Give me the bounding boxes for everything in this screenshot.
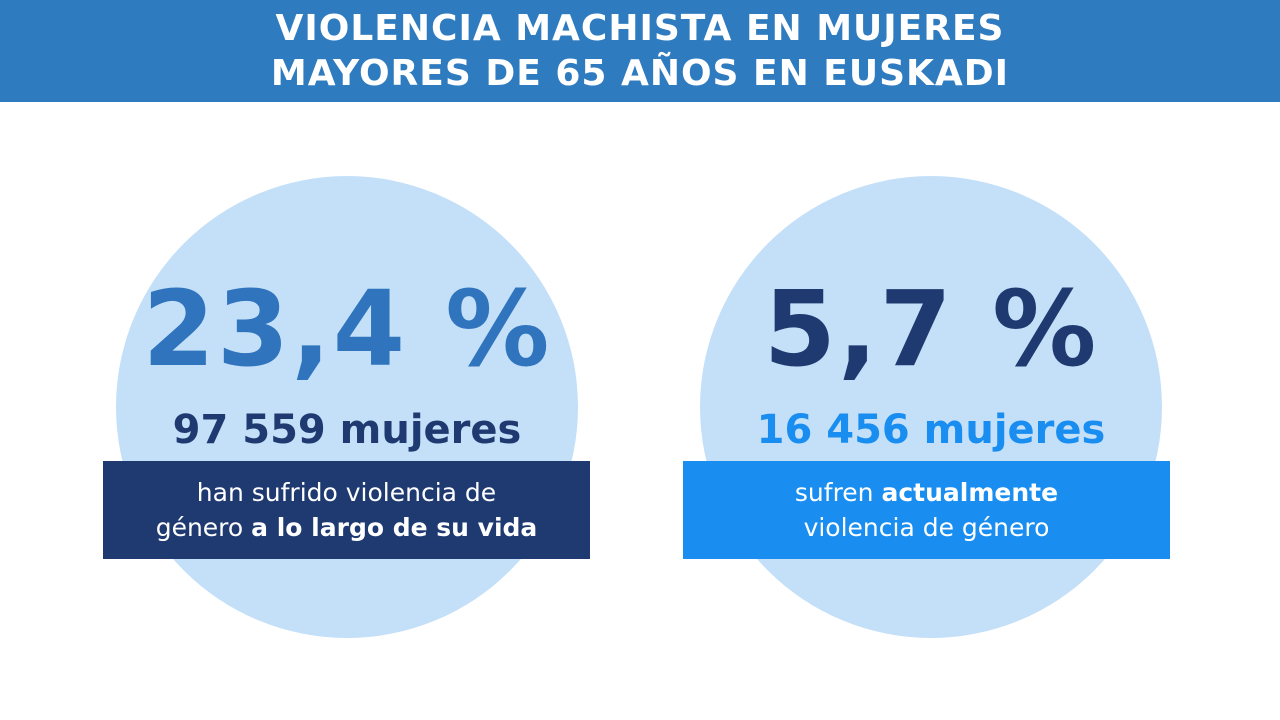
header-banner: VIOLENCIA MACHISTA EN MUJERES MAYORES DE… xyxy=(0,0,1280,102)
title-line-2: MAYORES DE 65 AÑOS EN EUSKADI xyxy=(270,53,1010,94)
title-line-1: VIOLENCIA MACHISTA EN MUJERES xyxy=(275,8,1005,49)
left-circle xyxy=(116,176,578,638)
lifetime-percent: 23,4 % xyxy=(142,268,552,390)
lifetime-description-line-2: género a lo largo de su vida xyxy=(156,510,538,545)
current-description-bold: actualmente xyxy=(881,478,1059,507)
current-description-line-2: violencia de género xyxy=(803,513,1050,542)
lifetime-women-count: 97 559 mujeres xyxy=(172,407,522,453)
current-description-normal: sufren xyxy=(794,478,882,507)
current-percent: 5,7 % xyxy=(763,268,1099,390)
right-circle xyxy=(700,176,1162,638)
lifetime-description-bold: a lo largo de su vida xyxy=(251,513,538,542)
current-description-box: sufren actualmente violencia de género xyxy=(683,461,1170,559)
lifetime-description-line-1: han sufrido violencia de xyxy=(196,478,497,507)
current-women-count: 16 456 mujeres xyxy=(756,407,1106,453)
current-description-line-1: sufren actualmente xyxy=(795,475,1058,510)
lifetime-description-box: han sufrido violencia de género a lo lar… xyxy=(103,461,590,559)
lifetime-description-normal: género xyxy=(155,513,252,542)
